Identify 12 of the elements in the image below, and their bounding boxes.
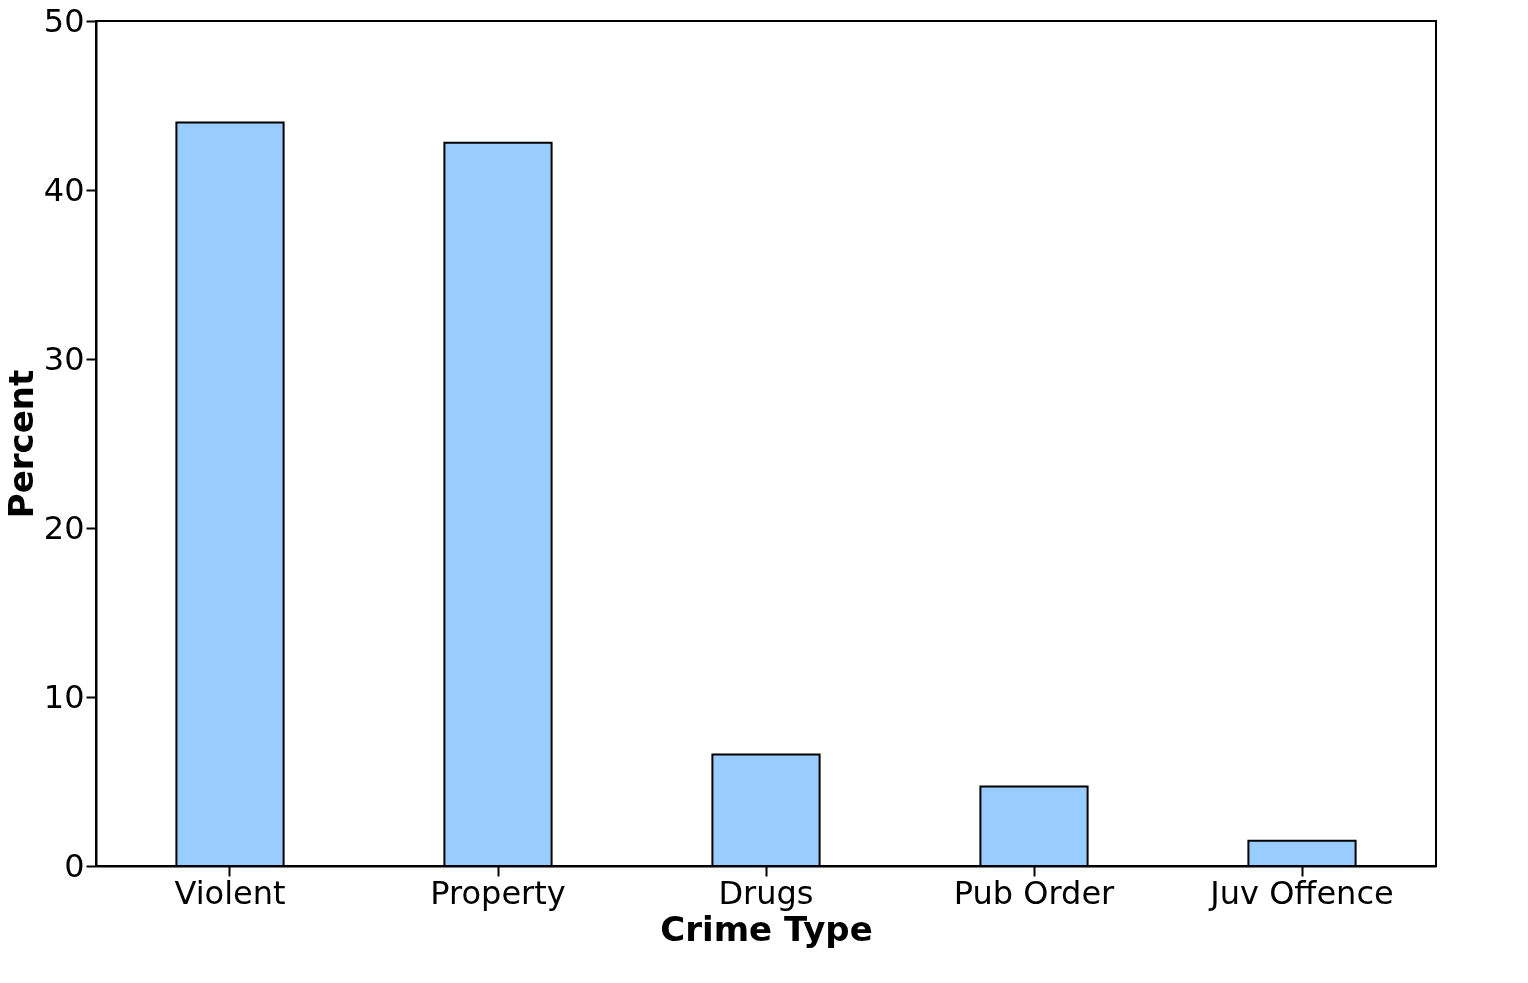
x-tick-label: Drugs	[718, 873, 814, 912]
x-tick-label: Violent	[174, 873, 286, 912]
y-axis-title: Percent	[0, 369, 41, 519]
y-tick-label: 20	[43, 508, 85, 547]
y-tick-label: 40	[43, 170, 85, 209]
x-tick-label: Pub Order	[953, 873, 1116, 912]
y-tick-label: 10	[43, 677, 85, 716]
x-tick-label: Property	[430, 873, 566, 912]
y-tick-label: 30	[43, 339, 85, 378]
y-tick-label: 50	[43, 1, 85, 40]
y-tick-label: 0	[64, 846, 85, 885]
x-tick-label: Juv Offence	[1208, 873, 1394, 912]
